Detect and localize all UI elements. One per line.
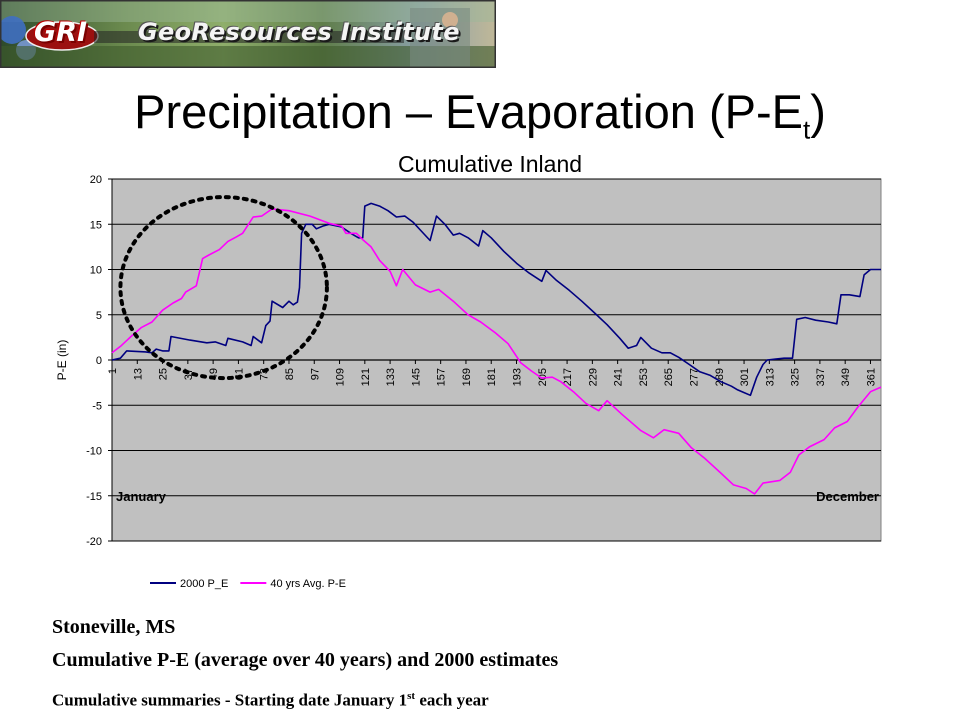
caption-note-suffix: each year: [415, 690, 489, 710]
banner-logo-gri: GRI: [34, 17, 87, 48]
x-tick-label: 121: [360, 368, 372, 386]
title-subscript: t: [802, 114, 811, 145]
x-tick-label: 265: [663, 368, 675, 386]
x-tick-label: 109: [335, 368, 347, 386]
x-tick-label: 349: [840, 368, 852, 386]
x-tick-label: 217: [562, 368, 574, 386]
x-tick-label: 133: [385, 368, 397, 386]
x-tick-label: 241: [613, 368, 625, 386]
x-tick-label: 169: [461, 368, 473, 386]
x-tick-label: 181: [486, 368, 498, 386]
y-tick-label: 0: [96, 355, 102, 367]
x-tick-label: 277: [688, 368, 700, 386]
chart-subtitle: Cumulative Inland: [397, 151, 583, 177]
caption-note: Cumulative summaries - Starting date Jan…: [52, 690, 489, 711]
y-tick-label: 10: [90, 265, 102, 277]
x-tick-label: 97: [309, 368, 321, 380]
series-line-1: [111, 202, 881, 397]
x-tick-label: 157: [436, 368, 448, 386]
caption-description: Cumulative P-E (average over 40 years) a…: [52, 649, 559, 671]
caption-location: Stoneville, MS: [52, 616, 176, 638]
y-tick-label: -15: [86, 491, 102, 503]
x-tick-label: 205: [537, 368, 549, 386]
y-tick-label: 20: [90, 174, 102, 186]
y-tick-label: 5: [96, 310, 102, 322]
x-tick-label: 145: [410, 368, 422, 386]
y-tick-label: 15: [90, 219, 102, 231]
x-tick-label: 313: [764, 368, 776, 386]
y-tick-label: -10: [86, 446, 102, 458]
x-tick-label: 361: [865, 368, 877, 386]
x-tick-label: 193: [512, 368, 524, 386]
x-tick-label: 85: [284, 368, 296, 380]
title-end: ): [810, 85, 826, 138]
x-tick-label: 325: [790, 368, 802, 386]
x-tick-label: 337: [815, 368, 827, 386]
annotation-december: December: [816, 489, 879, 504]
highlight-circle: [118, 195, 329, 381]
x-tick-label: 1: [107, 368, 119, 374]
series-line-2: [111, 208, 882, 495]
x-tick-label: 13: [132, 368, 144, 380]
banner-institute-name: GeoResources Institute: [138, 18, 460, 46]
x-tick-label: 25: [158, 368, 170, 380]
legend-label-2: 40 yrs Avg. P-E: [270, 578, 346, 590]
page-title: Precipitation – Evaporation (P-Et): [0, 84, 960, 145]
caption-note-prefix: Cumulative summaries - Starting date Jan…: [52, 690, 408, 710]
x-tick-label: 253: [638, 368, 650, 386]
annotation-january: January: [116, 489, 167, 504]
caption-note-sup: st: [407, 690, 416, 702]
banner: [0, 0, 496, 68]
x-tick-label: 229: [587, 368, 599, 386]
y-tick-label: -5: [92, 400, 102, 412]
legend-label-1: 2000 P_E: [180, 578, 228, 590]
y-tick-label: -20: [86, 536, 102, 548]
y-axis-label: P-E (in): [55, 340, 69, 381]
x-tick-label: 301: [739, 368, 751, 386]
title-main: Precipitation – Evaporation (P-E: [134, 85, 803, 138]
